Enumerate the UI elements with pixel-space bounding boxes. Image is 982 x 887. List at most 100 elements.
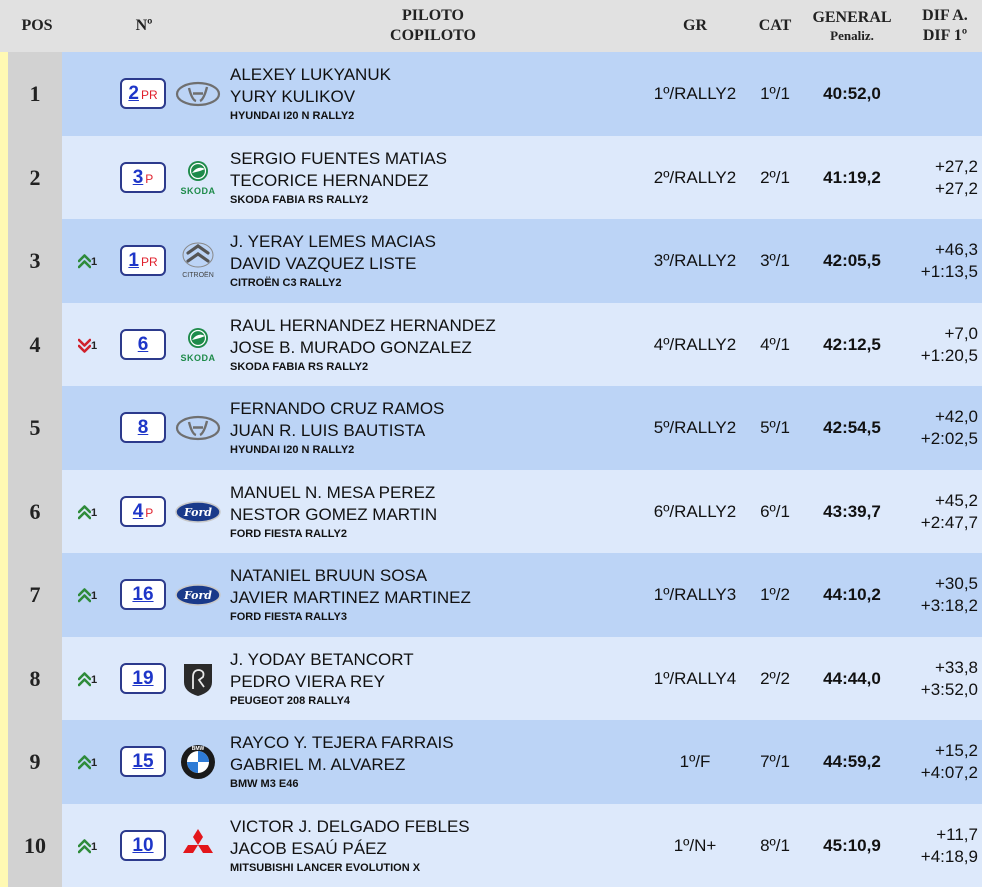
row-highlight-strip — [0, 303, 8, 386]
group-position: 4º/RALLY2 — [653, 334, 737, 354]
group-position: 1º/N+ — [673, 835, 717, 855]
crew-names: SERGIO FUENTES MATIAS TECORICE HERNANDEZ S… — [230, 148, 447, 207]
table-row: 5 8 FERNANDO CRUZ RAMOS JUAN R. LUIS BAUTIS… — [0, 386, 982, 470]
time-differences: +42,0 +2:02,5 — [888, 406, 978, 450]
driver-name: ALEXEY LUKYANUK — [230, 65, 391, 84]
car-number[interactable]: 6 — [137, 333, 149, 355]
group-position: 3º/RALLY2 — [653, 251, 737, 270]
skoda-logo: SKODA — [175, 158, 221, 198]
car-number-link[interactable]: 1 PR — [120, 245, 166, 276]
car-number-link[interactable]: 19 — [120, 662, 166, 694]
table-row: 2 3 P SKODA SERGIO FUENTES MATIAS TECORICE HE… — [0, 136, 982, 219]
position-cell — [8, 720, 62, 804]
time-differences: +30,5 +3:18,2 — [888, 573, 978, 617]
car-number[interactable]: 3 — [132, 166, 144, 188]
crew-names: ALEXEY LUKYANUK YURY KULIKOV HYUNDAI I20 N… — [230, 64, 391, 123]
category-position: 3º/1 — [760, 251, 790, 270]
car-number-link[interactable]: 10 — [120, 829, 166, 861]
position-cell — [8, 637, 62, 720]
car-number[interactable]: 4 — [132, 500, 144, 522]
header-penaliz: Penaliz. — [830, 28, 874, 43]
car-number[interactable]: 19 — [132, 667, 154, 689]
table-row: 7 1 16 Ford NATANIEL BRUUN SOSA JAVIER MARTIN… — [0, 553, 982, 637]
car-number[interactable]: 1 — [128, 250, 139, 271]
position-value: 4 — [29, 331, 41, 357]
svg-text:Ford: Ford — [183, 506, 212, 519]
position-change-value: 1 — [91, 757, 98, 769]
group-position: 1º/RALLY2 — [653, 84, 737, 103]
position-cell — [8, 303, 62, 386]
position-change: 1 — [78, 754, 102, 772]
group-position: 1º/RALLY4 — [653, 668, 737, 688]
double-chevron-down-icon — [78, 338, 91, 353]
ford-logo: Ford — [175, 492, 221, 532]
position-cell — [8, 553, 62, 637]
car-number-link[interactable]: 15 — [120, 746, 166, 777]
car-number-link[interactable]: 8 — [120, 412, 166, 443]
driver-name: NATANIEL BRUUN SOSA — [230, 566, 428, 585]
peugeot-logo — [175, 659, 221, 699]
svg-text:SKODA: SKODA — [180, 353, 215, 363]
row-highlight-strip — [0, 637, 8, 720]
svg-text:CITROËN: CITROËN — [182, 271, 214, 279]
svg-text:Ford: Ford — [183, 589, 212, 602]
crew-names: J. YODAY BETANCORT PEDRO VIERA REY PEUGEOT… — [230, 649, 414, 708]
crew-names: RAUL HERNANDEZ HERNANDEZ JOSE B. MURADO G… — [230, 315, 496, 374]
category-position: 5º/1 — [760, 418, 790, 437]
table-row: 10 1 10 VICTOR J. DELGADO FEBLES JACOB ESAÚ … — [0, 804, 982, 887]
car-number[interactable]: 10 — [132, 834, 154, 856]
car-number[interactable]: 2 — [128, 83, 139, 104]
group-position: 1º/F — [679, 752, 711, 771]
header-gr: GR — [683, 17, 707, 34]
car-number[interactable]: 15 — [132, 751, 154, 772]
position-cell — [8, 219, 62, 303]
svg-text:SKODA: SKODA — [180, 186, 215, 196]
citroen-logo: CITROËN — [175, 241, 221, 281]
position-change: 1 — [78, 671, 102, 689]
car-number-link[interactable]: 6 — [120, 328, 166, 360]
double-chevron-up-icon — [78, 254, 91, 269]
diff-leader: +4:18,9 — [920, 846, 978, 866]
header-general: GENERAL Penaliz. — [800, 8, 904, 44]
diff-leader: +2:02,5 — [920, 429, 978, 448]
position-value: 1 — [29, 81, 41, 106]
category-position: 7º/1 — [760, 752, 790, 771]
time-differences: +15,2 +4:07,2 — [888, 740, 978, 784]
header-dif-1: DIF 1º — [922, 27, 968, 44]
crew-names: RAYCO Y. TEJERA FARRAIS GABRIEL M. ALVARE… — [230, 732, 454, 791]
car-number[interactable]: 8 — [137, 417, 149, 438]
car-number-link[interactable]: 2 PR — [120, 78, 166, 109]
group-position: 1º/RALLY3 — [653, 585, 737, 604]
time-differences: +46,3 +1:13,5 — [888, 239, 978, 283]
group-position: 6º/RALLY2 — [653, 501, 737, 521]
svg-text:BMW: BMW — [192, 746, 205, 752]
codriver-name: DAVID VAZQUEZ LISTE — [230, 254, 417, 273]
double-chevron-up-icon — [78, 755, 91, 770]
header-dif: DIF A. DIF 1º — [910, 6, 980, 46]
position-cell — [8, 386, 62, 470]
car-model: HYUNDAI I20 N RALLY2 — [230, 444, 355, 456]
header-copiloto: COPILOTO — [390, 27, 476, 44]
table-row: 6 1 4 P Ford MANUEL N. MESA PEREZ NESTOR GOMEZ… — [0, 470, 982, 553]
category-position: 2º/2 — [760, 668, 790, 688]
crew-names: MANUEL N. MESA PEREZ NESTOR GOMEZ MARTIN F… — [230, 482, 437, 541]
crew-names: VICTOR J. DELGADO FEBLES JACOB ESAÚ PÁEZ M… — [230, 816, 470, 875]
car-number[interactable]: 16 — [132, 584, 154, 605]
position-change: 1 — [78, 838, 102, 856]
car-number-link[interactable]: 16 — [120, 579, 166, 610]
driver-name: J. YODAY BETANCORT — [230, 649, 414, 669]
priority-tag: PR — [140, 88, 158, 102]
category-position: 4º/1 — [760, 334, 790, 354]
crew-names: J. YERAY LEMES MACIAS DAVID VAZQUEZ LISTE… — [230, 231, 436, 290]
time-differences: +11,7 +4:18,9 — [888, 824, 978, 868]
table-row: 1 2 PR ALEXEY LUKYANUK YURY KULIKOV HYUNDAI I… — [0, 52, 982, 136]
row-highlight-strip — [0, 470, 8, 553]
car-model: BMW M3 E46 — [230, 778, 299, 790]
results-table-header: POS Nº PILOTO COPILOTO GR CAT GENERAL Pe… — [0, 0, 982, 52]
position-change: 1 — [78, 253, 102, 271]
driver-name: J. YERAY LEMES MACIAS — [230, 232, 436, 251]
row-highlight-strip — [0, 136, 8, 219]
diff-leader: +3:52,0 — [920, 679, 978, 699]
